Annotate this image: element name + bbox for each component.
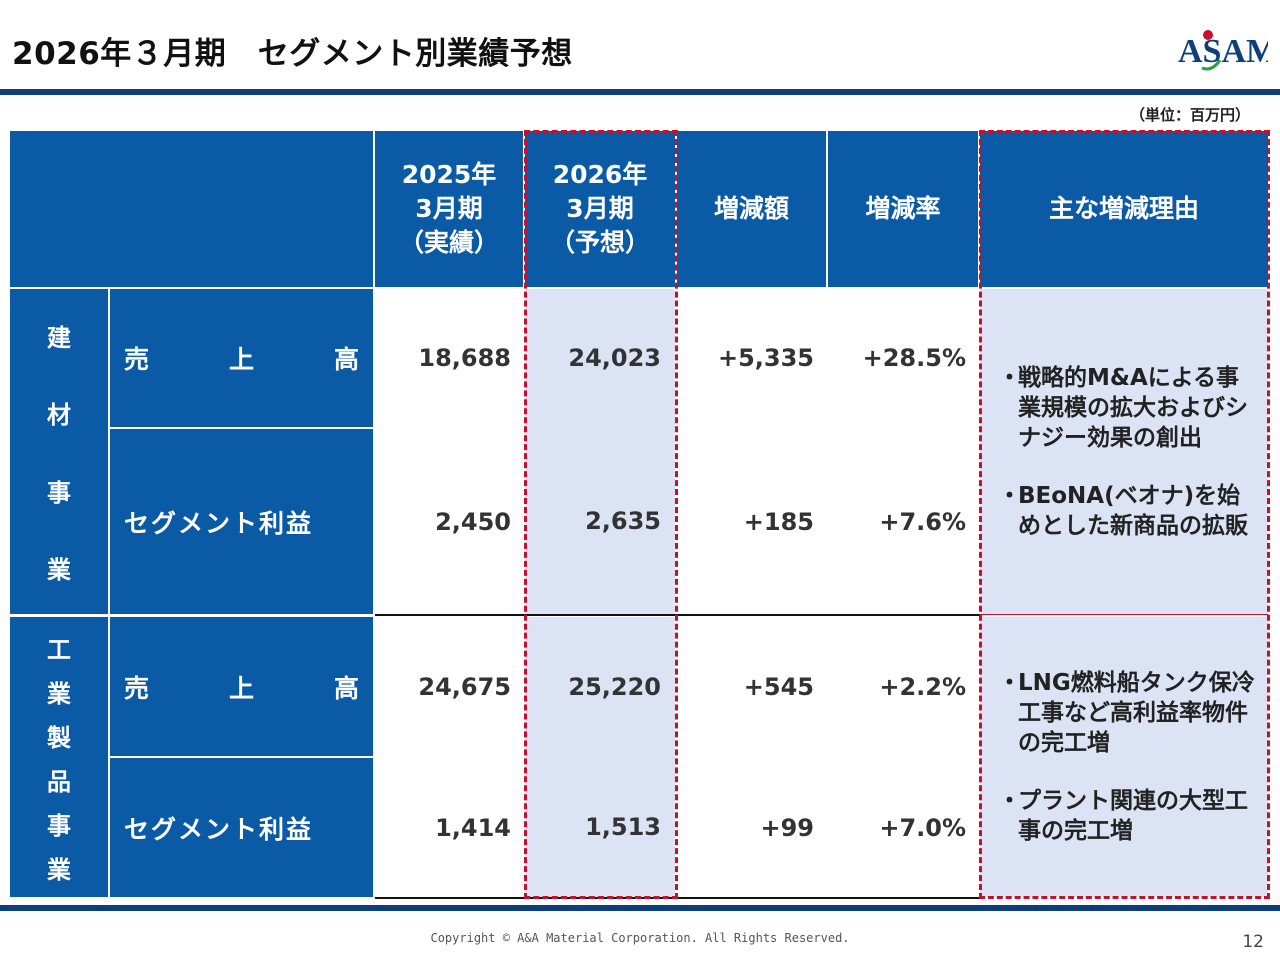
segment-divider (980, 614, 1268, 615)
table-cell-actual: 18,688 (418, 344, 511, 372)
row-label-segment-profit: セグメント利益 (110, 758, 373, 897)
table-cell-diff: +99 (760, 813, 814, 842)
table-cell-diff: +545 (743, 672, 814, 701)
asam-logo: ASAM (1178, 30, 1268, 71)
copyright-text: Copyright © A&A Material Corporation. Al… (430, 931, 850, 945)
table-cell-rate: +7.6% (879, 507, 966, 536)
col-header-2026: 2026年 3月期 （予想） (525, 131, 675, 287)
col-header-2025: 2025年 3月期 （実績） (375, 131, 523, 287)
table-cell-diff: +5,335 (717, 344, 814, 372)
page-title: 2026年３月期 セグメント別業績予想 (12, 36, 573, 72)
segment-name-building-materials: 建 材 事 業 (10, 289, 108, 614)
table-cell-actual: 1,414 (435, 813, 511, 842)
table-cell-actual: 2,450 (435, 507, 511, 536)
reasons-industrial-products: ・ LNG燃料船タンク保冷工事など高利益率物件の完工増 ・ プラント関連の大型工… (980, 617, 1268, 897)
table-cell-rate: +28.5% (862, 344, 966, 372)
table-cell-forecast: 2,635 (525, 427, 675, 614)
unit-label: （単位：百万円） (1129, 106, 1250, 124)
table-cell-forecast: 1,513 (525, 756, 675, 897)
table-cell-forecast: 24,023 (525, 289, 675, 427)
table-cell-rate: +2.2% (879, 672, 966, 701)
table-cell-rate: +7.0% (879, 813, 966, 842)
reason-item: ・ プラント関連の大型工事の完工増 (998, 788, 1248, 844)
segment-divider (375, 614, 980, 616)
header-divider (0, 89, 1280, 95)
page-number: 12 (1242, 932, 1264, 952)
table-cell-diff: +185 (743, 507, 814, 536)
reason-item: ・ BEoNA(ベオナ)を始めとした新商品の拡販 (998, 482, 1248, 539)
table-cell-forecast: 25,220 (525, 617, 675, 756)
logo-text: ASAM (1178, 33, 1268, 70)
col-header-reason: 主な増減理由 (980, 131, 1268, 287)
segment-name-industrial-products: 工 業 製 品 事 業 (10, 617, 108, 897)
header-corner-cell (10, 131, 373, 287)
row-label-segment-profit: セグメント利益 (110, 429, 373, 614)
col-header-rate: 増減率 (828, 131, 978, 287)
reasons-building-materials: ・ 戦略的M&Aによる事業規模の拡大およびシナジー効果の創出 ・ BEoNA(ベ… (980, 289, 1268, 614)
row-label-sales: 売 上 高 (110, 617, 373, 756)
reason-item: ・ LNG燃料船タンク保冷工事など高利益率物件の完工増 (998, 670, 1255, 756)
reason-item: ・ 戦略的M&Aによる事業規模の拡大およびシナジー効果の創出 (998, 364, 1248, 451)
footer-divider (0, 905, 1280, 911)
table-bottom-line (375, 897, 980, 899)
table-cell-actual: 24,675 (418, 672, 511, 701)
col-header-diff: 増減額 (677, 131, 826, 287)
row-label-sales: 売 上 高 (110, 289, 373, 427)
